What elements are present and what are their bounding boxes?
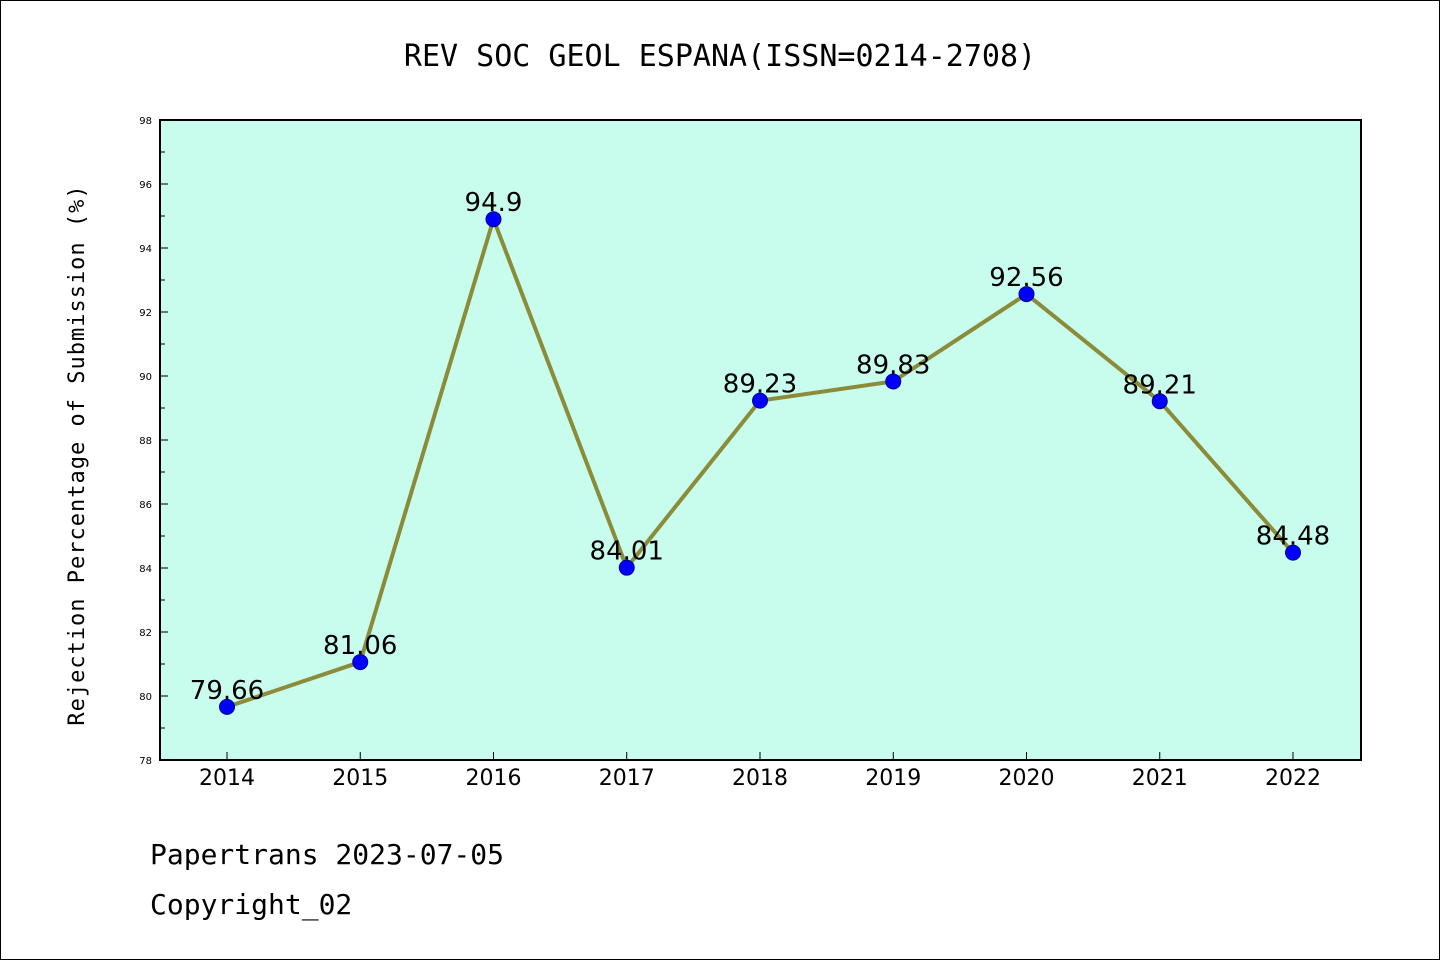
- data-label: 81.06: [323, 631, 397, 661]
- data-point: [1285, 544, 1301, 561]
- data-label: 89.23: [723, 370, 797, 400]
- data-point: [885, 373, 902, 390]
- data-label: 84.01: [590, 537, 664, 567]
- x-tick-label: 2014: [199, 766, 255, 791]
- footer-copyright: Copyright_02: [150, 888, 352, 922]
- y-tick-label: 90: [139, 372, 152, 383]
- y-axis: 78 80 82 84 86 88 90 92 94 96 98: [139, 116, 168, 767]
- data-point: [752, 392, 768, 409]
- x-tick-label: 2017: [599, 766, 655, 791]
- data-point: [352, 654, 369, 671]
- x-tick-label: 2018: [732, 766, 788, 791]
- data-point: [618, 559, 635, 576]
- x-axis: 2014 2015 2016 2017 2018 2019 2020 2021 2022: [199, 752, 1321, 791]
- data-labels: 79.66 81.06 94.9 84.01 89.23 89.83 92.56 89.21 8…: [190, 188, 1330, 706]
- x-tick-label: 2020: [999, 766, 1055, 791]
- data-point: [485, 211, 502, 228]
- data-label: 84.48: [1256, 522, 1330, 552]
- y-axis-label: Rejection Percentage of Submission (%): [65, 184, 90, 725]
- data-label: 89.83: [856, 350, 930, 380]
- data-label: 89.21: [1123, 370, 1197, 400]
- plot-area: [160, 120, 1361, 760]
- y-tick-label: 94: [139, 244, 152, 255]
- x-tick-label: 2015: [332, 766, 388, 791]
- y-tick-label: 80: [139, 692, 152, 703]
- x-tick-label: 2019: [865, 766, 921, 791]
- data-point: [219, 698, 235, 715]
- x-tick-label: 2022: [1265, 766, 1321, 791]
- plot-border: [159, 119, 1362, 761]
- y-tick-label: 98: [139, 116, 152, 127]
- data-label: 92.56: [989, 263, 1063, 293]
- data-point: [1018, 286, 1035, 303]
- y-tick-label: 92: [139, 308, 152, 319]
- y-tick-label: 84: [139, 564, 152, 575]
- y-tick-label: 82: [139, 628, 152, 639]
- footer-date: Papertrans 2023-07-05: [150, 838, 504, 871]
- y-tick-label: 88: [139, 436, 152, 447]
- data-label: 94.9: [465, 188, 523, 218]
- chart-title: REV SOC GEOL ESPANA(ISSN=0214-2708): [404, 39, 1036, 74]
- data-label: 79.66: [190, 676, 264, 706]
- y-tick-label: 86: [139, 500, 152, 511]
- y-tick-label: 78: [139, 756, 152, 767]
- x-tick-label: 2016: [466, 766, 522, 791]
- y-tick-label: 96: [139, 180, 152, 191]
- x-tick-label: 2021: [1132, 766, 1188, 791]
- data-markers: [219, 211, 1301, 715]
- data-point: [1151, 393, 1168, 410]
